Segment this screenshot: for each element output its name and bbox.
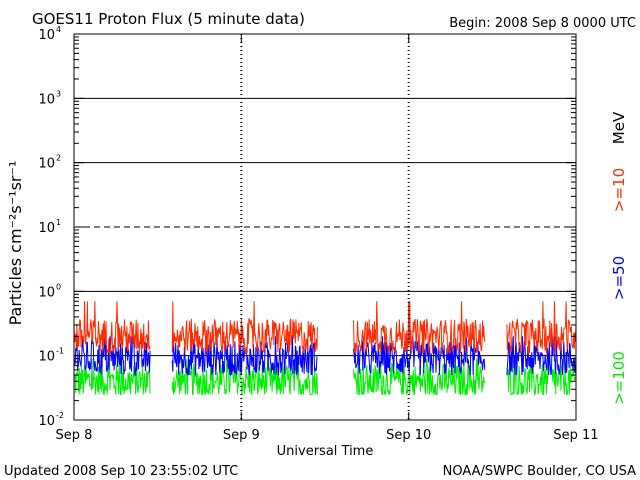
y-tick-label: 10 3 bbox=[38, 89, 61, 107]
y-axis-label: Particles cm⁻²s⁻¹sr⁻¹ bbox=[6, 161, 25, 326]
y-tick-base: 10 bbox=[38, 350, 55, 365]
series-line bbox=[73, 301, 577, 356]
y-tick-base: 10 bbox=[38, 221, 55, 236]
y-tick-label: 10 -1 bbox=[38, 347, 64, 365]
legend-entry: >=10 bbox=[610, 168, 628, 212]
y-tick-exponent: 2 bbox=[56, 154, 61, 163]
day-markers bbox=[240, 34, 410, 420]
y-tick-base: 10 bbox=[38, 92, 55, 107]
updated-time: Updated 2008 Sep 10 23:55:02 UTC bbox=[4, 464, 238, 479]
credit-line: NOAA/SWPC Boulder, CO USA bbox=[443, 464, 636, 479]
x-axis-label: Universal Time bbox=[277, 444, 374, 459]
x-tick-label: Sep 10 bbox=[386, 428, 431, 443]
axis-ticks bbox=[73, 34, 577, 421]
y-tick-label: 10 -2 bbox=[38, 411, 64, 429]
series-line bbox=[73, 358, 577, 397]
legend-entry: >=50 bbox=[610, 256, 628, 300]
y-tick-base: 10 bbox=[38, 285, 55, 300]
y-tick-label: 10 2 bbox=[38, 154, 61, 172]
x-tick-labels: Sep 8 Sep 9 Sep 10 Sep 11 bbox=[56, 428, 599, 443]
y-tick-base: 10 bbox=[38, 28, 55, 43]
y-tick-base: 10 bbox=[38, 157, 55, 172]
legend: >=100 >=50 >=10 MeV bbox=[610, 111, 628, 405]
legend-entry: >=100 bbox=[610, 351, 628, 405]
y-tick-exponent: 1 bbox=[56, 218, 61, 227]
x-tick-label: Sep 11 bbox=[553, 428, 598, 443]
chart-title: GOES11 Proton Flux (5 minute data) bbox=[32, 10, 305, 28]
y-tick-label: 10 4 bbox=[38, 25, 61, 43]
y-tick-exponent: 4 bbox=[56, 25, 61, 34]
x-tick-label: Sep 8 bbox=[56, 428, 93, 443]
y-tick-exponent: 3 bbox=[56, 89, 61, 98]
threshold-lines bbox=[74, 97, 576, 357]
y-tick-base: 10 bbox=[38, 414, 55, 429]
y-tick-exponent: -2 bbox=[56, 411, 64, 420]
x-tick-label: Sep 9 bbox=[223, 428, 260, 443]
y-tick-label: 10 1 bbox=[38, 218, 61, 236]
y-tick-exponent: 0 bbox=[56, 282, 61, 291]
y-tick-label: 10 0 bbox=[38, 282, 61, 300]
y-tick-exponent: -1 bbox=[56, 347, 64, 356]
legend-entry: MeV bbox=[610, 111, 628, 144]
begin-time: Begin: 2008 Sep 8 0000 UTC bbox=[449, 16, 636, 31]
series-layer bbox=[73, 301, 577, 397]
